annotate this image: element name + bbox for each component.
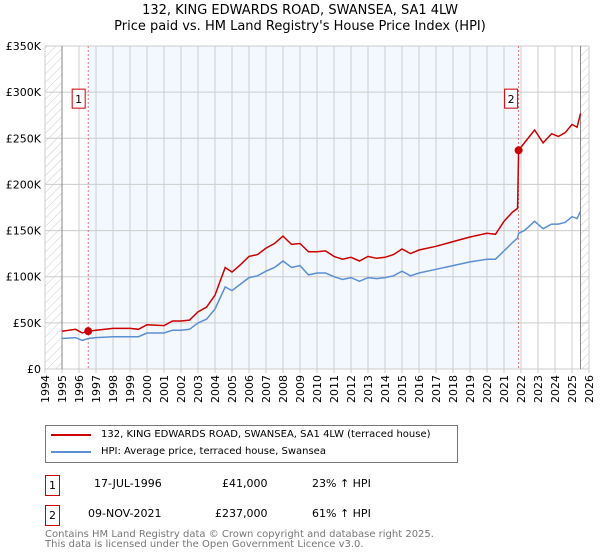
x-tick-label: 2015 [396,375,409,403]
x-tick-label: 2004 [209,375,222,403]
hpi-series-line [61,210,582,342]
x-tick-label: 2017 [430,375,443,403]
x-tick-label: 2024 [549,375,562,403]
transaction-price: £237,000 [215,507,268,520]
x-tick-label: 2009 [294,375,307,403]
transaction-date: 17-JUL-1996 [94,477,162,490]
property-series-line [61,113,582,334]
y-tick-label: £300K [6,86,42,99]
y-tick-label: £50K [13,317,42,330]
x-tick-label: 1997 [90,375,103,403]
transaction-row: 2 09-NOV-2021 £237,000 61% ↑ HPI [45,505,445,526]
x-tick-label: 1996 [73,375,86,403]
sale-label: 1 [75,93,82,106]
x-tick-label: 2021 [498,375,511,403]
x-tick-label: 2019 [464,375,477,403]
x-tick-label: 2006 [243,375,256,403]
x-tick-label: 1994 [39,375,52,403]
y-tick-label: £250K [6,132,42,145]
sale-label: 2 [508,93,515,106]
footer-licence: This data is licensed under the Open Gov… [45,539,364,550]
y-tick-label: £350K [6,40,42,53]
x-tick-label: 2025 [566,375,579,403]
legend-hpi: HPI: Average price, terraced house, Swan… [101,446,326,457]
transaction-date: 09-NOV-2021 [88,507,162,520]
x-tick-label: 2013 [362,375,375,403]
sale-point [514,146,523,155]
legend-blue-line [51,450,91,453]
footer-copyright: Contains HM Land Registry data © Crown c… [45,529,434,540]
y-tick-label: £200K [6,178,42,191]
legend-property: 132, KING EDWARDS ROAD, SWANSEA, SA1 4LW… [101,429,431,440]
chart-subtitle: Price paid vs. HM Land Registry's House … [114,19,486,34]
footer: Contains HM Land Registry data © Crown c… [45,530,434,550]
sale-label-box [504,88,519,109]
transaction-hpi: 61% ↑ HPI [312,507,371,520]
x-tick-label: 2007 [260,375,273,403]
x-tick-label: 2016 [413,375,426,403]
price-chart: 1994 1995 1996 1997 1998 1999 2000 2001 2002 2003… [6,40,596,403]
x-tick-label: 2003 [192,375,205,403]
x-tick-label: 2001 [158,375,171,403]
transaction-row: 1 17-JUL-1996 £41,000 23% ↑ HPI [45,475,445,496]
x-tick-label: 2012 [345,375,358,403]
x-tick-label: 2000 [141,375,154,403]
hatch-right [580,46,589,369]
x-tick-label: 1999 [124,375,137,403]
x-tick-label: 2002 [175,375,188,403]
x-tick-label: 1995 [56,375,69,403]
x-tick-label: 2010 [311,375,324,403]
y-tick-label: £0 [27,363,41,376]
legend-red-line [51,433,91,436]
sale-point [84,327,93,336]
hatch-left [45,46,62,369]
x-tick-label: 2022 [515,375,528,403]
x-tick-label: 2008 [277,375,290,403]
transaction-marker: 1 [45,475,60,496]
legend: 132, KING EDWARDS ROAD, SWANSEA, SA1 4LW… [45,425,458,463]
transaction-marker: 2 [45,505,60,526]
x-tick-label: 2026 [583,375,596,403]
ownership-shade [88,46,519,369]
x-tick-label: 2023 [532,375,545,403]
x-tick-label: 2014 [379,375,392,403]
x-tick-label: 2005 [226,375,239,403]
x-tick-label: 2018 [447,375,460,403]
transaction-hpi: 23% ↑ HPI [312,477,371,490]
y-tick-label: £100K [6,271,42,284]
x-tick-label: 2011 [328,375,341,403]
chart-title: 132, KING EDWARDS ROAD, SWANSEA, SA1 4LW [142,3,458,18]
transaction-price: £41,000 [222,477,268,490]
sale-label-box [71,88,86,109]
x-tick-label: 2020 [481,375,494,403]
x-tick-label: 1998 [107,375,120,403]
y-tick-label: £150K [6,225,42,238]
